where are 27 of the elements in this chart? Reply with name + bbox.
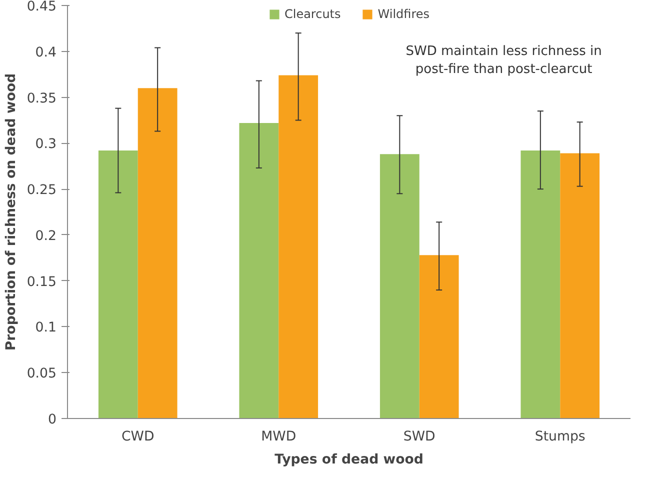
y-tick-label: 0.2 — [35, 228, 57, 244]
y-tick-label: 0.1 — [35, 320, 57, 336]
y-tick-label: 0.35 — [26, 91, 57, 106]
bar — [138, 88, 178, 418]
bar — [278, 75, 318, 418]
legend-label: Clearcuts — [284, 7, 341, 21]
bar — [380, 154, 420, 418]
bar — [239, 122, 279, 418]
x-tick-label: SWD — [403, 430, 436, 444]
bar — [98, 150, 138, 418]
y-tick-label: 0.3 — [35, 137, 57, 152]
y-tick-label: 0.15 — [26, 274, 57, 290]
y-tick-label: 0.45 — [26, 0, 57, 14]
x-tick-label: CWD — [122, 430, 154, 444]
annotation: SWD maintain less richness in post-fire than post-clearcut — [406, 44, 602, 78]
bar — [520, 150, 560, 418]
bar — [560, 153, 600, 418]
y-tick-label: 0.4 — [35, 45, 57, 60]
legend-label: Wildfires — [378, 7, 430, 21]
y-tick-label: 0 — [48, 412, 57, 428]
x-tick-label: Stumps — [534, 430, 586, 444]
x-tick-label: MWD — [261, 430, 296, 444]
bar — [419, 255, 459, 418]
x-axis-title: Types of dead wood — [274, 452, 424, 468]
y-axis-title: Proportion of richness on dead wood — [4, 73, 19, 351]
y-tick-label: 0.25 — [26, 183, 57, 198]
y-tick-label: 0.05 — [26, 366, 57, 382]
